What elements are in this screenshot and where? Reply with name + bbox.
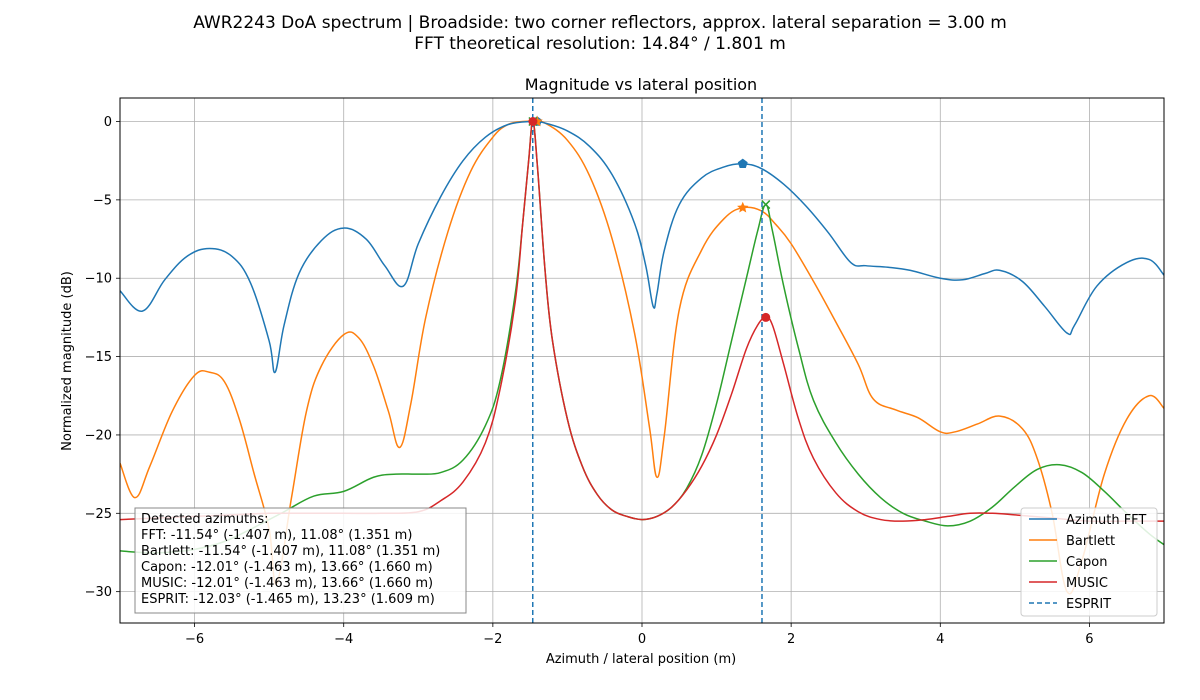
peak-markers: [528, 115, 771, 322]
peak-marker-music: [761, 312, 771, 322]
y-axis-label: Normalized magnitude (dB): [60, 271, 75, 451]
annotation-box: [134, 507, 467, 614]
x-axis-label: Azimuth / lateral position (m): [546, 652, 736, 667]
figure-suptitle-line2: FFT theoretical resolution: 14.84° / 1.8…: [414, 34, 786, 54]
legend-label-capon: Capon: [1066, 555, 1108, 570]
y-tick-label: −30: [85, 585, 112, 600]
x-tick-label: 0: [638, 632, 646, 647]
annotation-line-bartlett: Bartlett: -11.54° (-1.407 m), 11.08° (1.…: [141, 544, 440, 559]
y-tick-label: −25: [85, 507, 112, 522]
x-tick-label: 2: [787, 632, 795, 647]
detected-azimuths-annotation: Detected azimuths: FFT: -11.54° (-1.407 …: [134, 507, 467, 614]
peak-marker-azimuth-fft: [737, 158, 748, 169]
series-line-azimuth-fft: [120, 120, 1164, 374]
y-tick-label: −20: [85, 428, 112, 443]
legend-label-music: MUSIC: [1066, 576, 1108, 591]
x-tick-label: 6: [1085, 632, 1093, 647]
annotation-line-capon: Capon: -12.01° (-1.463 m), 13.66° (1.660…: [141, 560, 433, 575]
legend-label-azimuth-fft: Azimuth FFT: [1066, 513, 1146, 528]
legend: Azimuth FFT Bartlett Capon MUSIC ESPRIT: [1020, 507, 1158, 617]
peak-marker-music: [528, 117, 538, 127]
series-lines: [120, 120, 1164, 595]
x-tick-label: −6: [185, 632, 204, 647]
annotation-line-fft: FFT: -11.54° (-1.407 m), 11.08° (1.351 m…: [141, 528, 412, 543]
annotation-heading: Detected azimuths:: [141, 512, 269, 527]
legend-label-esprit: ESPRIT: [1066, 597, 1111, 612]
x-axis-ticks: −6 −4 −2 0 2 4 6: [185, 623, 1094, 647]
legend-box: [1020, 507, 1158, 617]
x-tick-label: −4: [334, 632, 353, 647]
peak-marker-bartlett: [737, 201, 749, 213]
legend-label-bartlett: Bartlett: [1066, 534, 1115, 549]
figure-suptitle-line1: AWR2243 DoA spectrum | Broadside: two co…: [193, 13, 1007, 33]
x-tick-label: −2: [483, 632, 502, 647]
series-line-music: [120, 120, 1164, 523]
y-tick-label: 0: [104, 115, 112, 130]
grid-lines: [120, 98, 1164, 623]
annotation-line-music: MUSIC: -12.01° (-1.463 m), 13.66° (1.660…: [141, 576, 433, 591]
y-tick-label: −15: [85, 350, 112, 365]
y-tick-label: −5: [93, 193, 112, 208]
y-tick-label: −10: [85, 272, 112, 287]
peak-marker-capon: [761, 200, 771, 210]
chart-title: Magnitude vs lateral position: [525, 75, 757, 94]
x-tick-label: 4: [936, 632, 944, 647]
y-axis-ticks: 0 −5 −10 −15 −20 −25 −30: [85, 115, 120, 600]
annotation-line-esprit: ESPRIT: -12.03° (-1.465 m), 13.23° (1.60…: [141, 592, 435, 607]
